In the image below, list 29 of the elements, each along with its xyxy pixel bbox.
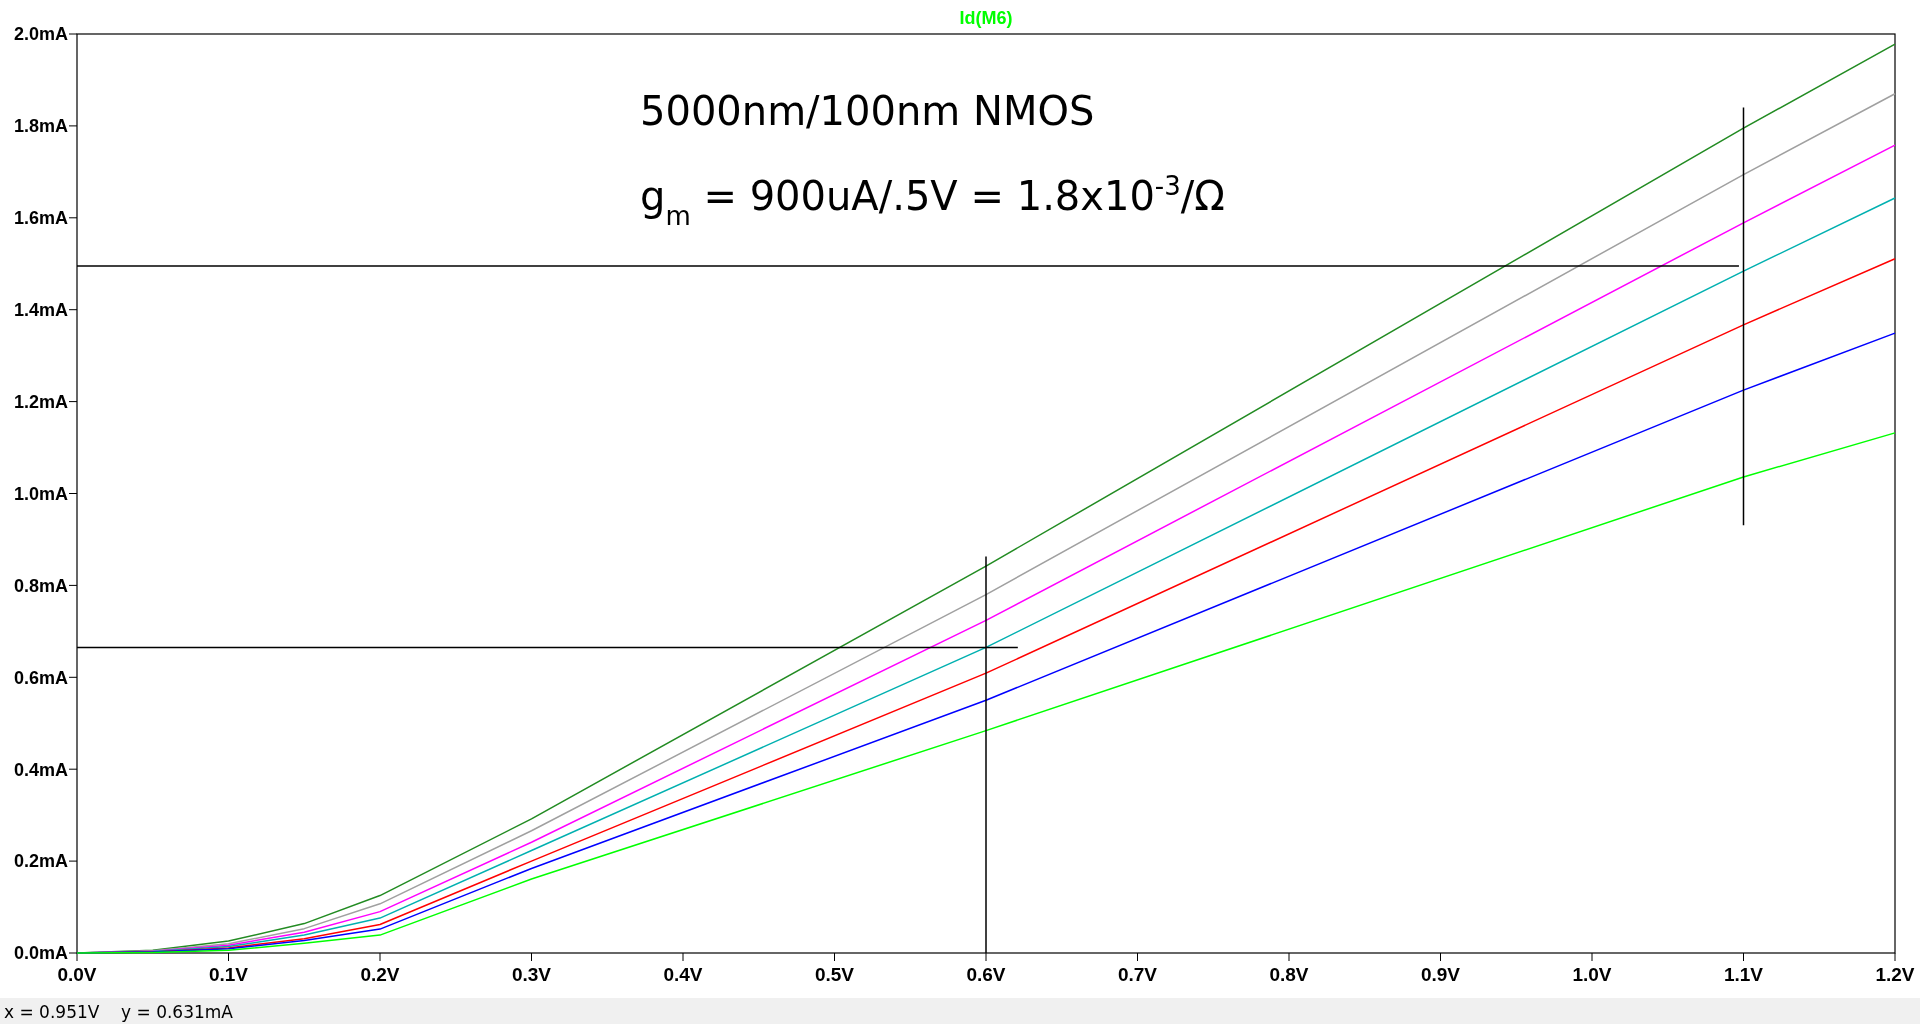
annotation: 5000nm/100nm NMOS — [640, 88, 1095, 134]
line-series — [76, 432, 1896, 954]
x-tick-label: 0.7V — [1117, 964, 1158, 985]
x-tick-label: 0.9V — [1420, 964, 1461, 985]
x-tick-label: 0.4V — [663, 964, 703, 985]
y-tick-label: 1.0mA — [13, 483, 68, 504]
y-tick-label: 1.2mA — [13, 391, 68, 412]
x-tick-label: 0.8V — [1269, 964, 1309, 985]
x-tick-label: 0.2V — [360, 964, 400, 985]
y-tick-label: 1.8mA — [13, 116, 68, 137]
y-tick-label: 1.4mA — [13, 300, 68, 320]
y-tick-label: 0.0mA — [13, 943, 68, 964]
x-tick-label: 0.0V — [57, 964, 97, 985]
y-tick-label: 0.8mA — [13, 575, 68, 596]
x-tick-label: 1.2V — [1875, 964, 1915, 985]
chart-title: Id(M6) — [959, 8, 1013, 28]
x-tick-label: 1.0V — [1572, 964, 1612, 985]
y-tick-label: 1.6mA — [13, 208, 68, 229]
y-tick-label: 0.2mA — [13, 851, 68, 872]
x-tick-label: 1.1V — [1723, 964, 1764, 985]
x-tick-label: 0.3V — [511, 964, 552, 985]
x-tick-label: 0.1V — [208, 964, 249, 985]
y-tick-label: 0.4mA — [13, 759, 68, 780]
x-tick-label: 0.5V — [814, 964, 855, 985]
text: x = 0.951V y = 0.631mA — [4, 1002, 234, 1022]
y-tick-label: 0.6mA — [13, 667, 68, 688]
annotation: g$_{m}$ = 900uA/.5V = 1.8x10$^{-3}$/Ω — [640, 171, 1225, 231]
y-tick-label: 2.0mA — [13, 24, 68, 45]
x-tick-label: 0.6V — [966, 964, 1006, 985]
